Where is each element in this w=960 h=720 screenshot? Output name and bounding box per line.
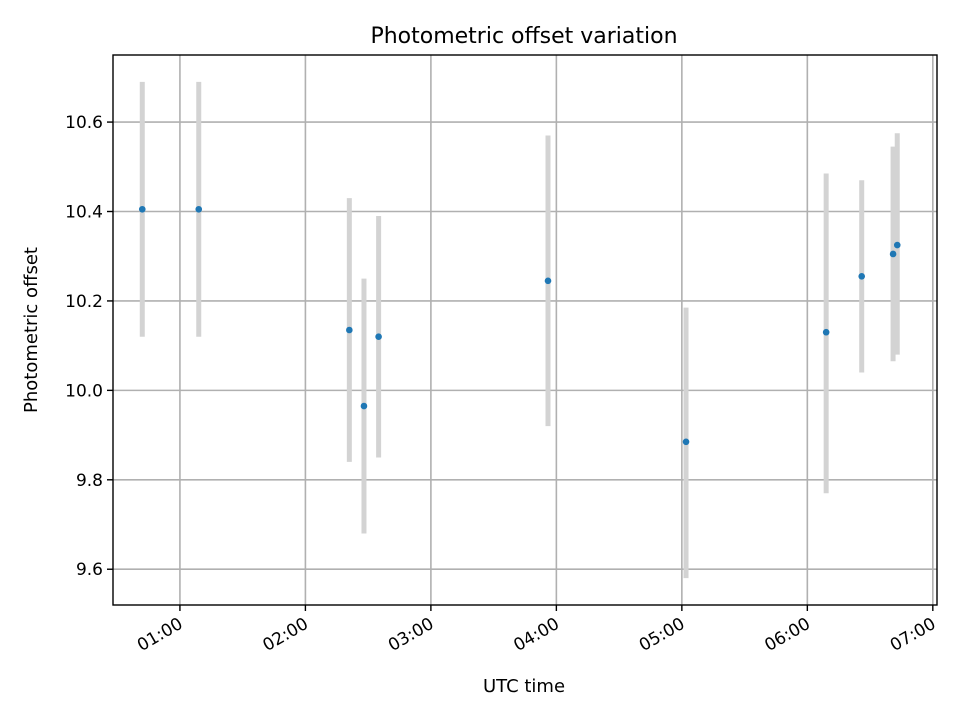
x-axis-label: UTC time xyxy=(483,676,565,697)
y-tick-label: 10.6 xyxy=(65,113,103,133)
x-tick-label: 06:00 xyxy=(761,614,813,656)
x-tick-label: 01:00 xyxy=(134,614,186,656)
grid xyxy=(113,55,937,605)
x-tick-label: 02:00 xyxy=(259,614,311,656)
x-axis-ticks: 01:00 02:00 03:00 04:00 05:00 06:00 07:00 xyxy=(134,605,939,656)
y-tick-label: 9.6 xyxy=(76,560,103,580)
x-tick-label: 03:00 xyxy=(385,614,437,656)
data-point xyxy=(375,333,382,341)
y-axis-ticks: 9.6 9.8 10.0 10.2 10.4 10.6 xyxy=(65,113,113,580)
data-point xyxy=(360,402,368,410)
y-tick-label: 10.2 xyxy=(65,292,103,312)
x-tick-label: 07:00 xyxy=(887,614,939,656)
data-point xyxy=(889,250,897,258)
error-bars xyxy=(139,81,900,579)
x-tick-label: 05:00 xyxy=(636,614,688,656)
data-point xyxy=(138,205,146,213)
data-point xyxy=(544,277,552,285)
data-point xyxy=(346,326,353,334)
y-axis-label: Photometric offset xyxy=(21,247,42,413)
data-point xyxy=(858,273,866,280)
data-point xyxy=(893,241,901,249)
x-tick-label: 04:00 xyxy=(510,614,562,656)
data-point xyxy=(195,205,203,213)
y-tick-label: 9.8 xyxy=(76,471,103,491)
plot-area-frame xyxy=(112,54,938,606)
data-point xyxy=(822,328,830,336)
y-tick-label: 10.0 xyxy=(65,381,103,401)
data-points xyxy=(138,205,901,446)
chart-title: Photometric offset variation xyxy=(370,24,677,49)
y-tick-label: 10.4 xyxy=(65,203,103,223)
data-point xyxy=(682,438,690,446)
